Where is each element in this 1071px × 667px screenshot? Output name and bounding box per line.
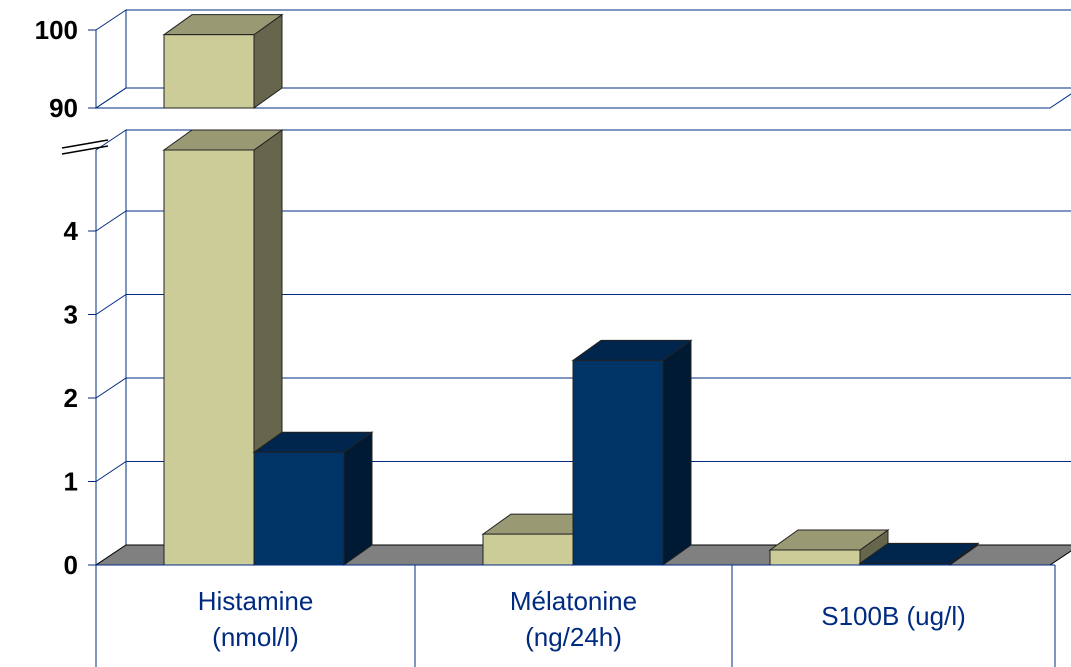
y-tick-label-90: 90 [49,93,78,123]
bar-0-series-0-upper-front [163,34,255,109]
bar-2-series-0-front [769,549,861,566]
bar-1-series-1-front [572,359,664,566]
gridline-2 [95,377,1071,399]
lower-left-wall [95,129,127,566]
upper-panel-floor [94,87,1071,109]
category-label-1-line-1: (ng/24h) [525,622,622,652]
gridline-4 [95,210,1071,232]
bar-2-series-1 [858,542,980,566]
category-label-2-line-0: S100B (ug/l) [821,601,966,631]
y-tick-label-1: 1 [64,467,78,497]
category-table: Histamine (nmol/l) Mélatonine (ng/24h) S100B… [95,564,1056,667]
bar-0-series-1-front [253,451,345,566]
bar-0-series-0-upper [162,13,284,109]
bar-1-series-1-side [662,339,692,566]
y-axis-tick-labels: 0 1 2 3 4 90 100 [35,15,79,580]
bar-1-series-1 [571,339,693,566]
bar-1-series-0-front [482,533,574,566]
axis-break-mark [61,139,109,155]
category-label-1-line-0: Mélatonine [510,586,637,616]
gridline-3 [95,294,1071,315]
bar-0-series-1 [252,431,374,566]
y-tick-label-100: 100 [35,15,78,45]
y-tick-label-4: 4 [64,216,79,246]
gridlines [88,29,1071,566]
break-slash-1 [61,145,109,155]
y-tick-label-0: 0 [64,550,78,580]
bar-0-series-0-lower-front [163,149,255,566]
bar-0-series-0-lower [162,129,284,566]
break-slash-2 [61,139,109,149]
category-label-0-line-0: Histamine [198,586,314,616]
category-label-0-line-1: (nmol/l) [212,622,299,652]
upper-left-wall [95,9,127,109]
y-tick-label-3: 3 [64,300,78,330]
bar-0-series-1-side [343,431,373,566]
bar-2-series-0 [768,528,890,566]
gridline-1 [95,461,1071,482]
y-tick-label-2: 2 [64,383,78,413]
bars [162,13,980,566]
